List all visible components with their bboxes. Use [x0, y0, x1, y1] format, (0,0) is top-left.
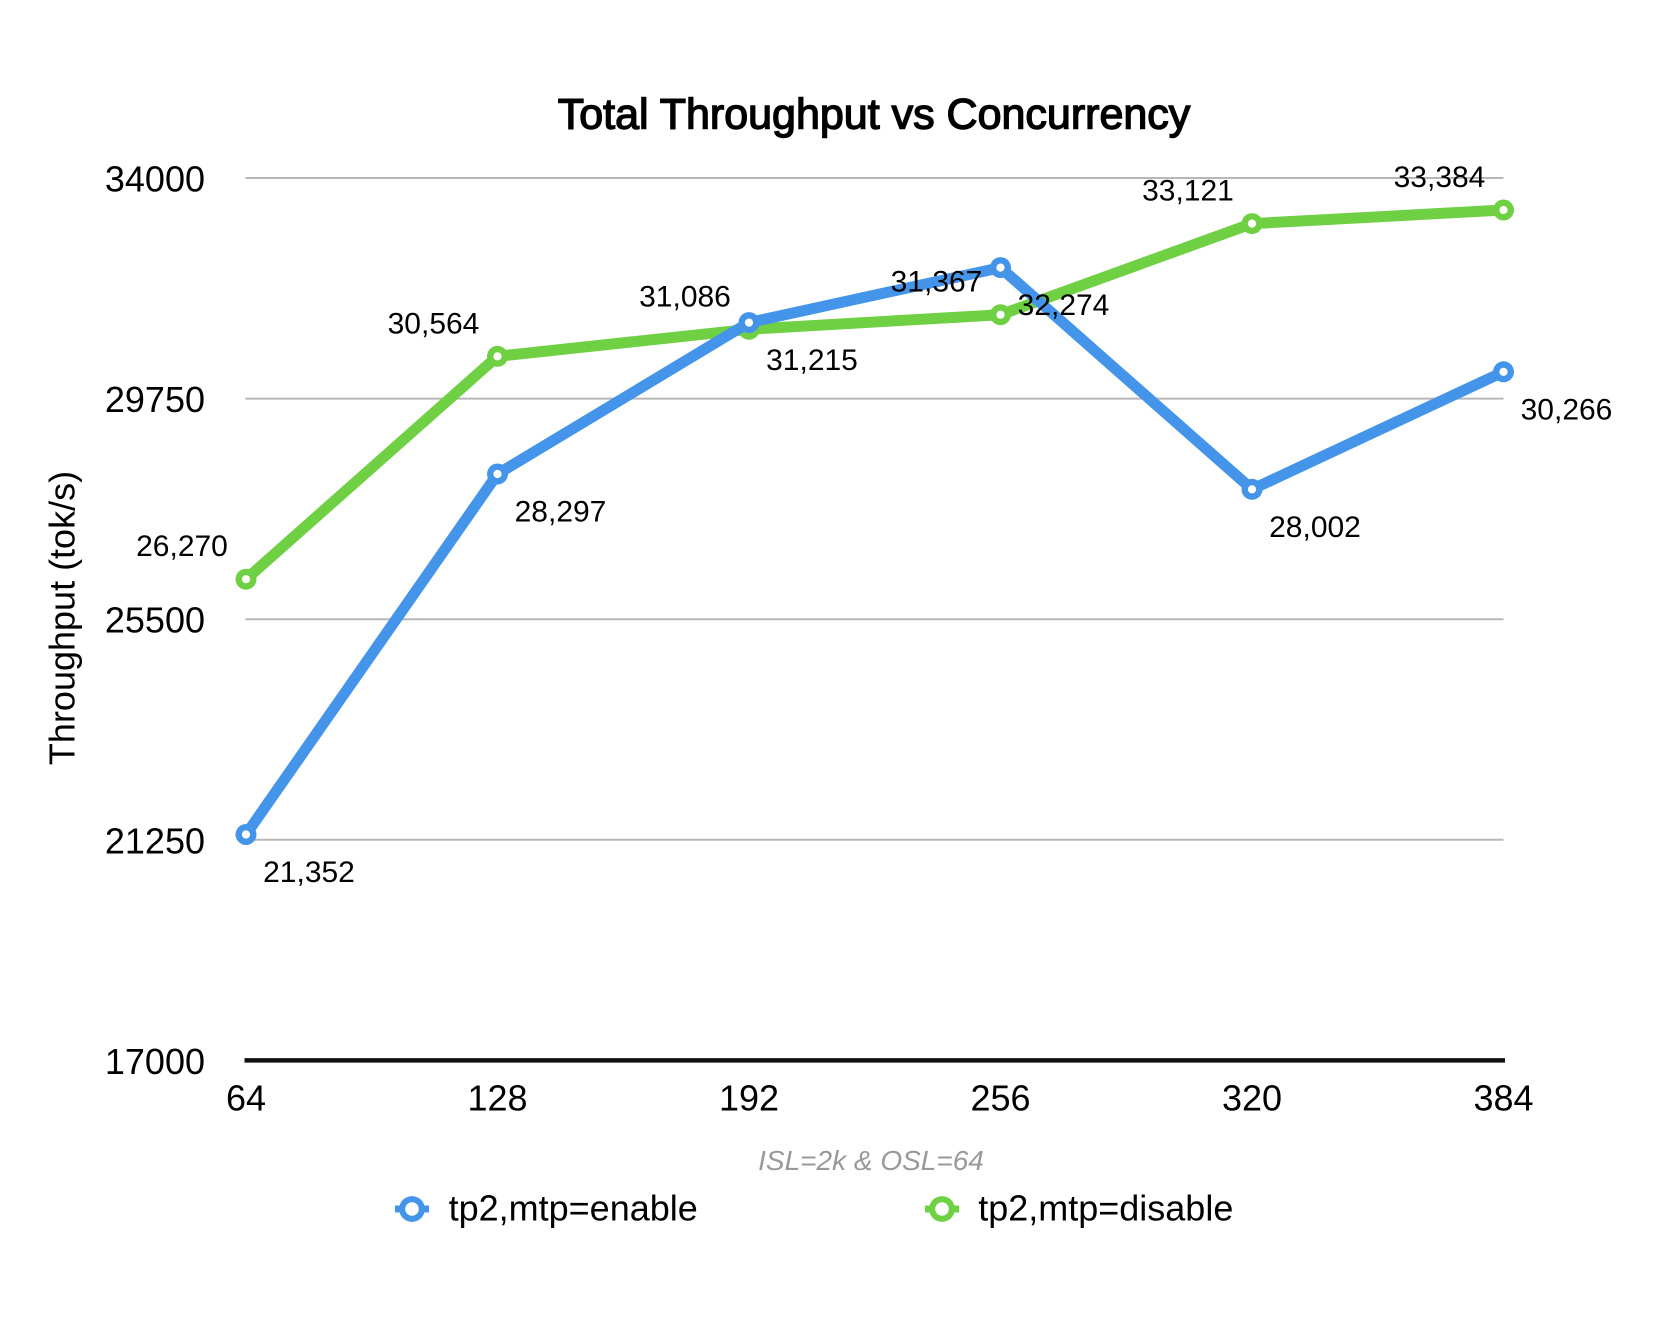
- svg-text:31,086: 31,086: [639, 280, 731, 313]
- svg-text:25500: 25500: [105, 600, 205, 641]
- svg-text:64: 64: [226, 1078, 266, 1119]
- svg-text:34000: 34000: [105, 159, 205, 200]
- svg-text:26,270: 26,270: [136, 530, 228, 563]
- svg-text:tp2,mtp=disable: tp2,mtp=disable: [978, 1188, 1233, 1229]
- svg-text:256: 256: [970, 1078, 1030, 1119]
- svg-text:32,274: 32,274: [1018, 289, 1110, 322]
- svg-text:31,215: 31,215: [766, 344, 858, 377]
- svg-text:28,002: 28,002: [1269, 511, 1361, 544]
- svg-text:28,297: 28,297: [515, 496, 607, 529]
- svg-text:128: 128: [467, 1078, 527, 1119]
- svg-text:33,384: 33,384: [1394, 161, 1486, 194]
- svg-text:Total Throughput vs Concurrenc: Total Throughput vs Concurrency: [558, 90, 1191, 138]
- svg-text:21250: 21250: [105, 820, 205, 861]
- svg-text:30,266: 30,266: [1521, 393, 1613, 426]
- svg-text:30,564: 30,564: [388, 307, 480, 340]
- svg-text:33,121: 33,121: [1142, 175, 1234, 208]
- svg-text:17000: 17000: [105, 1041, 205, 1082]
- svg-text:21,352: 21,352: [263, 856, 355, 889]
- svg-text:ISL=2k & OSL=64: ISL=2k & OSL=64: [758, 1145, 984, 1176]
- svg-text:320: 320: [1222, 1078, 1282, 1119]
- svg-text:31,367: 31,367: [891, 266, 983, 299]
- svg-text:384: 384: [1473, 1078, 1533, 1119]
- svg-text:192: 192: [719, 1078, 779, 1119]
- svg-text:Throughput (tok/s): Throughput (tok/s): [42, 471, 83, 765]
- svg-text:29750: 29750: [105, 379, 205, 420]
- svg-text:tp2,mtp=enable: tp2,mtp=enable: [449, 1188, 698, 1229]
